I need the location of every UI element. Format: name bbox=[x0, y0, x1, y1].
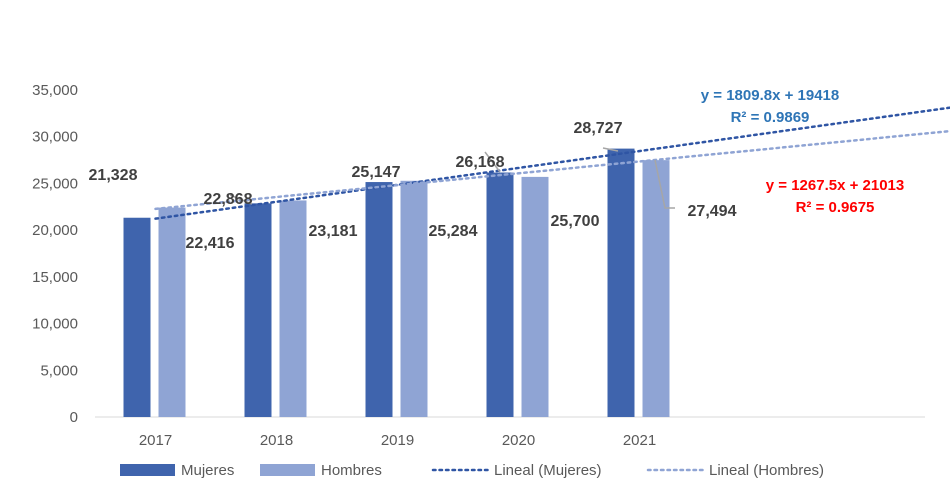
bar-mujeres bbox=[607, 148, 635, 418]
bar-mujeres bbox=[123, 217, 151, 417]
y-tick-label: 35,000 bbox=[32, 82, 78, 99]
bar-hombres bbox=[279, 200, 307, 417]
y-tick-label: 5,000 bbox=[40, 362, 78, 379]
legend-label-lineal-mujeres: Lineal (Mujeres) bbox=[494, 462, 602, 479]
trendline-r-squared: R² = 0.9675 bbox=[796, 199, 875, 216]
x-tick-label: 2020 bbox=[502, 432, 535, 449]
data-label-leader-line bbox=[654, 159, 675, 209]
bar-mujeres bbox=[365, 182, 393, 417]
trendline-equation: y = 1267.5x + 21013 bbox=[766, 177, 904, 194]
legend-label-lineal-hombres: Lineal (Hombres) bbox=[709, 462, 824, 479]
bar-mujeres bbox=[244, 203, 272, 417]
data-label-mujeres: 26,168 bbox=[456, 154, 505, 171]
data-label-mujeres: 21,328 bbox=[89, 167, 138, 184]
trendline-mujeres bbox=[154, 106, 950, 220]
data-label-mujeres: 22,868 bbox=[204, 191, 253, 208]
bar-mujeres bbox=[486, 172, 514, 417]
data-label-mujeres: 25,147 bbox=[352, 164, 401, 181]
bar-hombres bbox=[521, 176, 549, 417]
legend-label-mujeres: Mujeres bbox=[181, 462, 234, 479]
data-label-hombres: 23,181 bbox=[309, 223, 358, 240]
legend-swatch-hombres bbox=[260, 464, 315, 476]
data-label-hombres: 25,700 bbox=[551, 213, 600, 230]
x-tick-label: 2018 bbox=[260, 432, 293, 449]
data-label-mujeres: 28,727 bbox=[574, 120, 623, 137]
y-tick-label: 10,000 bbox=[32, 316, 78, 333]
trendline-equation: y = 1809.8x + 19418 bbox=[701, 87, 839, 104]
data-label-hombres: 25,284 bbox=[429, 223, 478, 240]
y-tick-label: 20,000 bbox=[32, 222, 78, 239]
trendline-r-squared: R² = 0.9869 bbox=[731, 109, 810, 126]
data-label-hombres: 27,494 bbox=[688, 203, 737, 220]
y-tick-label: 30,000 bbox=[32, 129, 78, 146]
data-label-hombres: 22,416 bbox=[186, 235, 235, 252]
data-label-leader-line bbox=[229, 194, 253, 205]
legend-swatch-mujeres bbox=[120, 464, 175, 476]
bar-hombres bbox=[158, 207, 186, 417]
x-tick-label: 2019 bbox=[381, 432, 414, 449]
data-label-leader-line bbox=[602, 147, 619, 152]
legend-label-hombres: Hombres bbox=[321, 462, 382, 479]
y-tick-label: 25,000 bbox=[32, 175, 78, 192]
data-label-leader-line bbox=[484, 151, 501, 173]
y-tick-label: 15,000 bbox=[32, 269, 78, 286]
y-tick-label: 0 bbox=[70, 409, 78, 426]
x-tick-label: 2021 bbox=[623, 432, 656, 449]
bar-hombres bbox=[642, 160, 670, 417]
trendline-hombres bbox=[154, 129, 950, 211]
x-tick-label: 2017 bbox=[139, 432, 172, 449]
bar-hombres bbox=[400, 180, 428, 417]
